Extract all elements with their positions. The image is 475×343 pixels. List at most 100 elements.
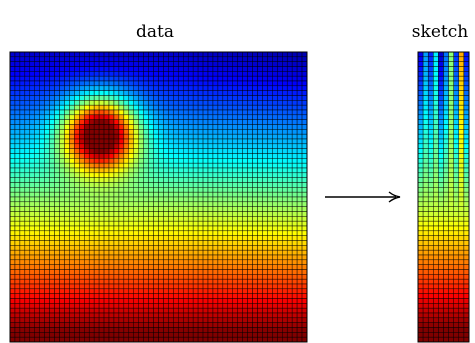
data-cell [138, 307, 144, 314]
data-cell [217, 129, 224, 135]
data-cell [88, 201, 95, 207]
data-cell [173, 114, 179, 120]
data-cell [212, 206, 219, 212]
data-cell [49, 114, 55, 120]
sketch-cell [443, 288, 449, 294]
data-cell [192, 220, 199, 227]
data-cell [217, 75, 224, 82]
data-cell [108, 167, 115, 174]
data-cell [267, 196, 273, 203]
data-cell [267, 332, 273, 338]
data-cell [39, 249, 45, 256]
data-cell [128, 153, 134, 159]
data-cell [103, 167, 110, 174]
data-cell [133, 133, 139, 140]
data-cell [29, 162, 35, 169]
data-cell [277, 317, 283, 323]
data-cell [197, 288, 204, 294]
data-cell [173, 148, 179, 154]
sketch-cell [458, 264, 465, 270]
sketch-cell [438, 51, 444, 58]
data-cell [232, 216, 238, 222]
data-cell [252, 322, 258, 328]
sketch-cell [448, 191, 454, 198]
data-cell [222, 119, 229, 125]
data-cell [9, 230, 16, 236]
data-cell [74, 230, 80, 236]
data-cell [29, 220, 35, 227]
data-cell [207, 138, 214, 145]
data-cell [227, 172, 233, 178]
data-cell [227, 254, 233, 261]
data-cell [183, 278, 189, 285]
data-cell [158, 148, 164, 154]
data-cell [19, 220, 26, 227]
data-cell [197, 201, 204, 207]
data-cell [108, 196, 115, 203]
sketch-cell [463, 249, 470, 256]
data-cell [232, 249, 238, 256]
data-cell [222, 133, 229, 140]
data-cell [202, 71, 209, 77]
data-cell [163, 138, 169, 145]
sketch-cell [422, 114, 429, 120]
data-cell [183, 264, 189, 270]
data-cell [277, 85, 283, 91]
sketch-cell [427, 153, 434, 159]
data-cell [19, 278, 26, 285]
sketch-cell [463, 307, 470, 314]
data-cell [103, 158, 110, 164]
data-cell [267, 61, 273, 67]
data-cell [168, 51, 174, 58]
data-cell [54, 119, 60, 125]
sketch-cell [453, 274, 460, 280]
data-cell [143, 240, 149, 246]
data-cell [202, 278, 209, 285]
sketch-cell [433, 196, 439, 203]
data-cell [39, 119, 45, 125]
data-cell [123, 201, 130, 207]
data-cell [222, 167, 229, 174]
data-cell [123, 172, 130, 178]
data-cell [153, 66, 159, 72]
sketch-cell [463, 259, 470, 265]
data-cell [296, 201, 303, 207]
data-cell [118, 109, 125, 116]
data-cell [247, 259, 253, 265]
data-cell [272, 172, 278, 178]
data-cell [202, 51, 209, 58]
data-cell [59, 206, 65, 212]
data-cell [237, 249, 243, 256]
data-cell [64, 138, 70, 145]
data-cell [108, 201, 115, 207]
sketch-cell [422, 298, 429, 304]
data-cell [252, 100, 258, 106]
data-cell [143, 303, 149, 309]
data-cell [118, 293, 125, 299]
sketch-cell [453, 177, 460, 183]
data-cell [286, 230, 293, 236]
data-cell [64, 196, 70, 203]
data-cell [74, 177, 80, 183]
data-cell [217, 80, 224, 87]
data-cell [247, 240, 253, 246]
data-cell [262, 312, 268, 319]
data-cell [74, 249, 80, 256]
sketch-cell [438, 288, 444, 294]
data-cell [173, 249, 179, 256]
data-cell [108, 235, 115, 241]
data-cell [113, 220, 120, 227]
sketch-cell [448, 206, 454, 212]
data-cell [262, 274, 268, 280]
data-cell [138, 167, 144, 174]
data-cell [88, 191, 95, 198]
data-cell [64, 240, 70, 246]
data-cell [128, 230, 134, 236]
data-cell [29, 332, 35, 338]
sketch-cell [422, 129, 429, 135]
data-cell [148, 119, 154, 125]
data-cell [183, 90, 189, 96]
data-cell [237, 182, 243, 188]
data-cell [74, 182, 80, 188]
data-cell [277, 124, 283, 130]
